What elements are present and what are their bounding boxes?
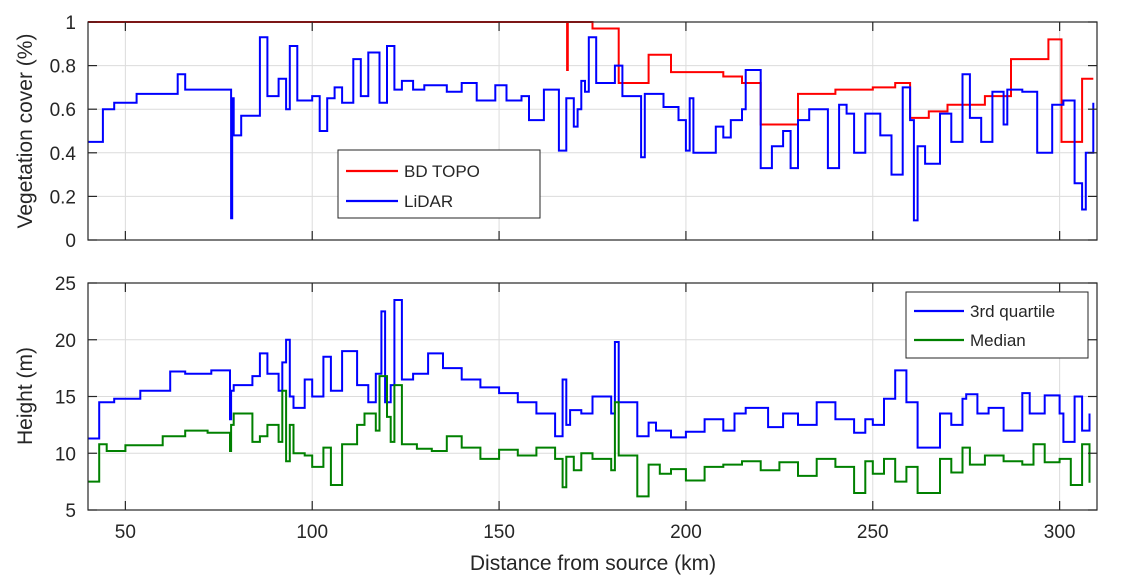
bottom-y-tick-label: 20 <box>55 331 76 352</box>
top-legend: BD TOPO LiDAR <box>337 149 541 219</box>
top-y-tick-label: 0.4 <box>50 144 77 165</box>
lidar-series-line <box>88 36 1095 222</box>
top-y-axis-label: Vegetation cover (%) <box>14 34 37 229</box>
x-tick-label: 150 <box>483 522 515 543</box>
x-tick-label: 200 <box>670 522 702 543</box>
x-tick-label: 100 <box>296 522 328 543</box>
bottom-y-tick-label: 25 <box>55 274 76 295</box>
bottom-y-tick-label: 15 <box>55 388 76 409</box>
x-tick-label: 250 <box>857 522 889 543</box>
top-axes-box <box>87 21 1098 241</box>
bottom-legend-box <box>905 291 1089 359</box>
median-series-line <box>88 375 1091 498</box>
bottom-y-tick-label: 10 <box>55 444 76 465</box>
top-grid <box>88 21 1097 241</box>
bottom-y-tick-label: 5 <box>65 501 76 522</box>
bottom-x-tick-labels: 50 100 150 200 250 300 <box>115 522 1076 543</box>
top-y-tick-label: 0.6 <box>50 100 76 121</box>
bottom-y-axis-label: Height (m) <box>14 347 37 445</box>
legend-label-lidar: LiDAR <box>404 192 453 211</box>
top-y-tick-label: 0.2 <box>50 187 76 208</box>
top-legend-box <box>337 149 541 219</box>
top-y-tick-label: 0.8 <box>50 57 76 78</box>
bottom-tick-marks <box>88 282 1097 511</box>
top-y-tick-label: 0 <box>65 231 76 252</box>
legend-label-3rd-quartile: 3rd quartile <box>970 302 1055 321</box>
x-tick-label: 50 <box>115 522 136 543</box>
bottom-y-tick-labels: 5 10 15 20 25 <box>55 274 76 522</box>
top-y-tick-label: 1 <box>65 13 76 34</box>
x-axis-label: Distance from source (km) <box>470 552 716 575</box>
top-series-lines <box>88 21 1095 222</box>
top-tick-marks <box>88 21 1097 241</box>
x-tick-label: 300 <box>1044 522 1076 543</box>
bottom-legend: 3rd quartile Median <box>905 291 1089 359</box>
height-panel: 5 10 15 20 25 50 100 150 200 250 300 Height (m) D… <box>14 274 1098 575</box>
bd-topo-series-line <box>88 21 1094 143</box>
bottom-series-lines <box>88 299 1091 498</box>
3rd-quartile-series-line <box>88 299 1091 449</box>
legend-label-median: Median <box>970 331 1026 350</box>
vegetation-cover-panel: 0 0.2 0.4 0.6 0.8 1 Vegetation cover (%) BD T… <box>14 13 1098 252</box>
top-y-tick-labels: 0 0.2 0.4 0.6 0.8 1 <box>50 13 77 252</box>
legend-label-bd-topo: BD TOPO <box>404 162 480 181</box>
